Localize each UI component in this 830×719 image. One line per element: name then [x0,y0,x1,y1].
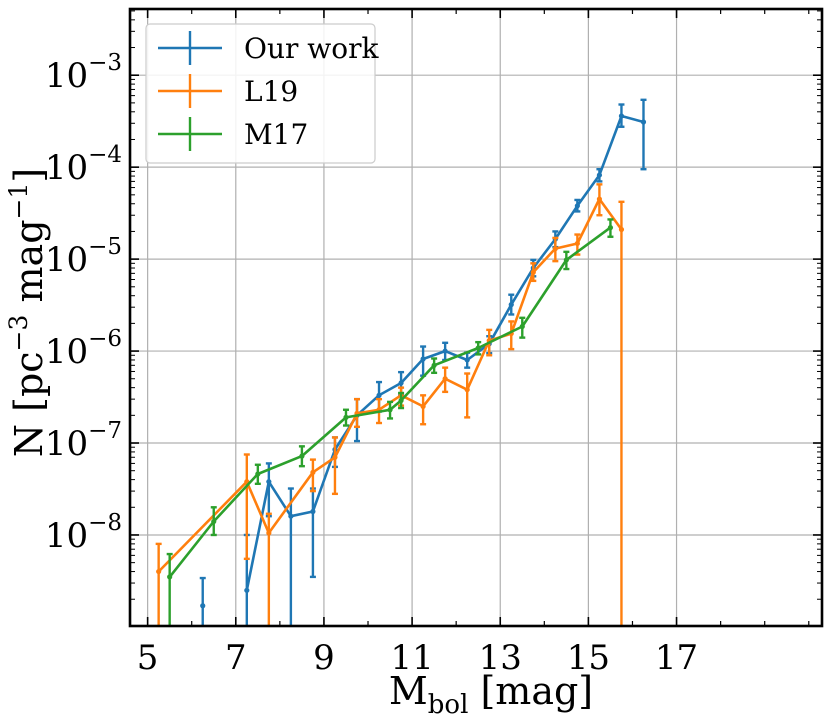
data-point [618,113,625,119]
data-point [552,246,558,252]
data-point [266,530,272,536]
data-point [596,196,603,202]
data-point [420,356,426,362]
x-tick-label-5: 5 [137,638,159,678]
x-axis-label: Mbol [mag] [389,669,593,719]
x-tick-label-13: 13 [479,638,522,678]
data-point [167,574,173,580]
x-tick-label-11: 11 [390,638,433,678]
y-tick-label--3: 10−3 [45,50,122,96]
x-tick-label-15: 15 [567,638,610,678]
data-point [310,469,316,475]
legend-label-1: L19 [244,75,298,108]
data-point [574,203,580,209]
data-point [464,387,470,393]
data-point [607,225,614,231]
data-point [211,518,217,525]
y-axis-label: N [pc−3 mag−1] [4,168,51,457]
data-point [200,603,206,609]
data-point [310,508,316,515]
plot-frame [128,7,824,628]
legend-entry-2: M17 [158,117,308,151]
data-point [398,397,404,404]
series-line-1 [157,197,623,573]
legend-label-0: Our work [244,32,379,65]
x-tick-label-17: 17 [655,638,698,678]
data-point [343,414,349,420]
y-tick-label--5: 10−5 [45,234,122,280]
data-point [156,568,162,575]
data-point [530,269,536,275]
data-point [475,345,481,351]
data-point [244,587,250,593]
data-point [431,362,437,368]
data-point [442,348,448,354]
y-tick-label--6: 10−6 [45,326,122,372]
data-point [288,513,294,519]
y-tick-label--7: 10−7 [45,418,122,464]
series-2 [166,218,614,626]
data-point [519,323,525,330]
y-tick-label--8: 10−8 [45,510,122,556]
x-tick-label-7: 7 [225,638,247,678]
data-point [442,376,448,382]
data-point [266,479,272,485]
data-point [596,172,603,178]
data-point [299,453,305,459]
data-point [640,119,647,125]
data-point [420,403,426,410]
data-point [563,257,569,263]
data-point [464,357,470,363]
legend-label-2: M17 [244,118,308,151]
series-line-2 [168,226,612,578]
legend-entry-1: L19 [158,74,298,108]
legend-box [145,23,376,164]
legend-entry-0: Our work [158,31,379,65]
data-point [387,407,393,413]
axis-labels: Mbol [mag] N [pc−3 mag−1] [4,168,593,719]
data-point [618,226,625,233]
ticks: 5 7 9 11 13 15 17 10−8 10−7 10−6 10−5 10−4 10−3 [45,9,822,678]
data-point [376,392,382,398]
data-point [398,380,404,386]
legend: Our work L19 M17 [145,23,379,164]
y-tick-label--4: 10−4 [45,142,122,188]
data-point [574,240,580,247]
data-point [255,471,261,477]
data-point [508,302,514,308]
data-point [332,454,338,460]
series-layer [155,98,647,626]
x-tick-label-9: 9 [313,638,335,678]
